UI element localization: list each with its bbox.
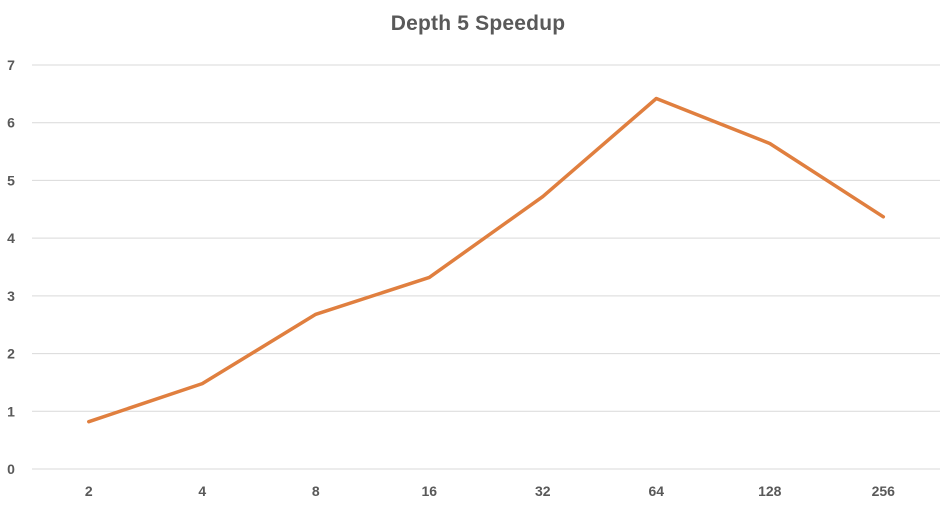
x-tick-label-2: 2 [85, 483, 93, 499]
y-tick-label-5: 5 [7, 172, 15, 188]
y-tick-label-4: 4 [7, 230, 15, 246]
y-axis-ticks: 0 1 2 3 4 5 6 7 [7, 57, 15, 477]
y-tick-label-6: 6 [7, 115, 15, 131]
x-tick-label-256: 256 [872, 483, 896, 499]
x-tick-label-16: 16 [421, 483, 437, 499]
data-point-2 [87, 420, 91, 424]
data-point-4 [200, 382, 204, 386]
y-tick-label-3: 3 [7, 288, 15, 304]
data-point-64 [654, 96, 658, 100]
data-point-128 [768, 141, 772, 145]
gridlines [32, 64, 940, 470]
y-tick-label-1: 1 [7, 403, 15, 419]
y-tick-label-2: 2 [7, 346, 15, 362]
x-axis-ticks: 2 4 8 16 32 64 128 256 [85, 483, 895, 499]
y-tick-label-7: 7 [7, 57, 15, 73]
series-line-0 [87, 96, 886, 424]
x-tick-label-32: 32 [535, 483, 551, 499]
x-tick-label-128: 128 [758, 483, 782, 499]
data-point-8 [314, 312, 318, 316]
x-tick-label-4: 4 [198, 483, 206, 499]
x-tick-label-8: 8 [312, 483, 320, 499]
x-tick-label-64: 64 [648, 483, 664, 499]
data-point-16 [427, 275, 431, 279]
data-point-256 [881, 215, 885, 219]
series-layer [87, 96, 886, 424]
y-tick-label-0: 0 [7, 461, 15, 477]
data-point-32 [541, 195, 545, 199]
chart-title: Depth 5 Speedup [390, 12, 566, 35]
